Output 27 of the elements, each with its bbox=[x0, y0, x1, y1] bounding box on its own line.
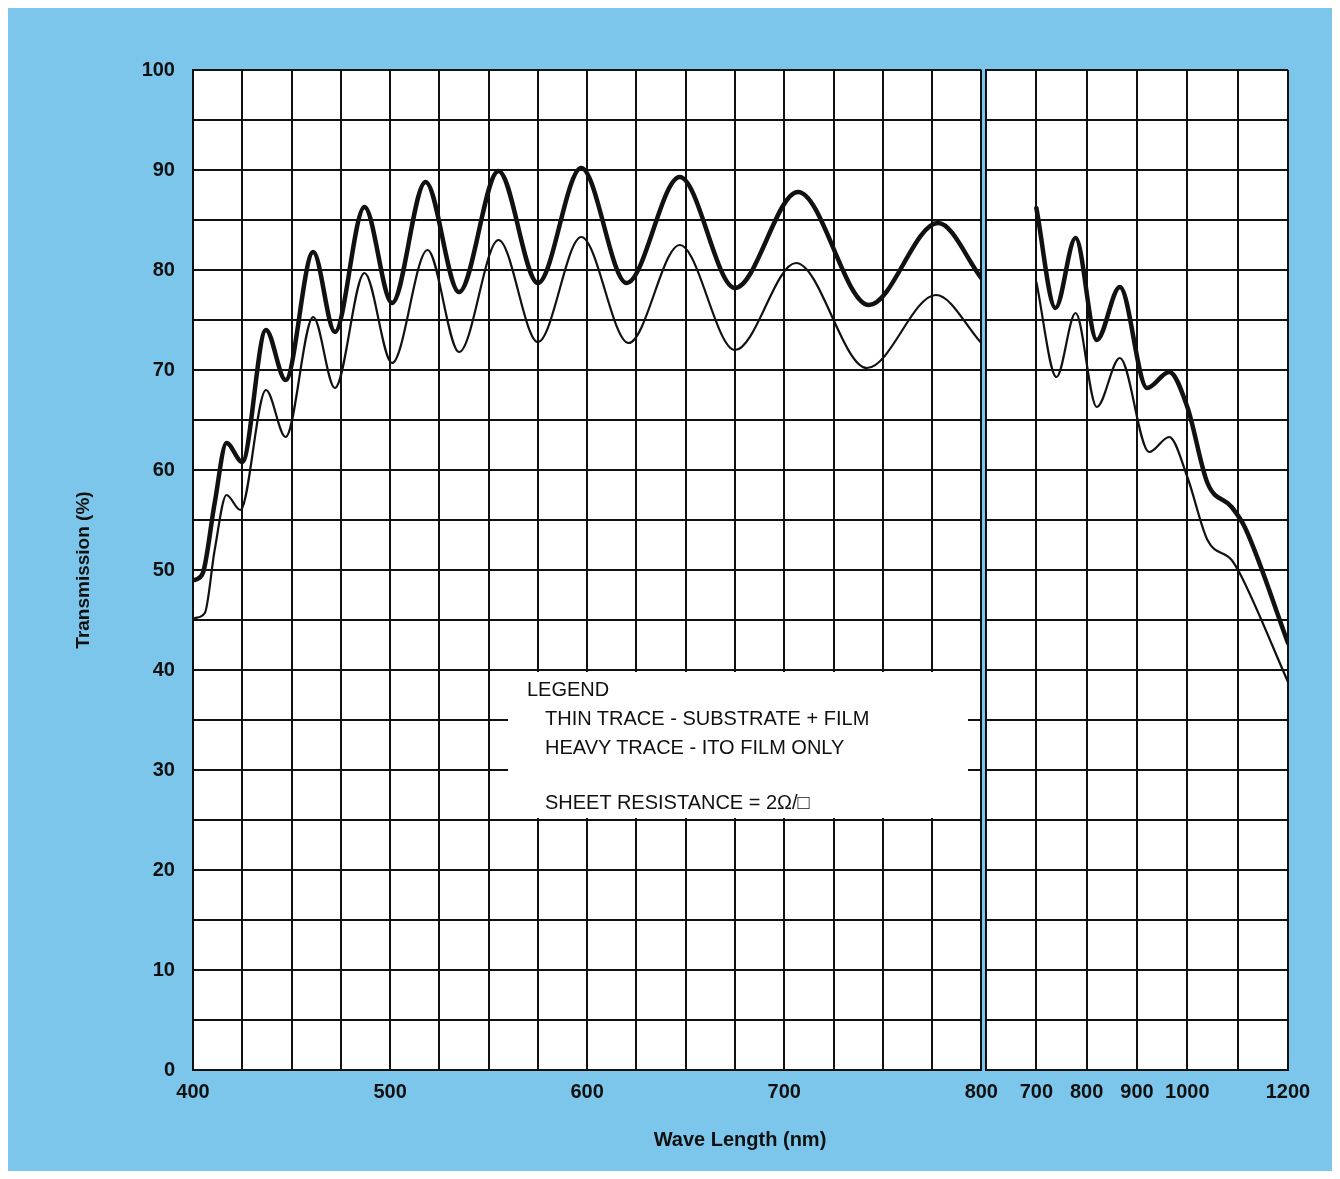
x-tick-label: 700 bbox=[767, 1079, 801, 1102]
y-tick-label: 90 bbox=[152, 157, 175, 180]
x-tick-label: 800 bbox=[1069, 1079, 1104, 1102]
x-tick-label: 1200 bbox=[1265, 1079, 1311, 1102]
y-tick-label: 40 bbox=[152, 657, 175, 680]
y-tick-label: 30 bbox=[152, 757, 175, 780]
y-tick-label: 50 bbox=[152, 557, 175, 580]
x-tick-label: 700 bbox=[1019, 1079, 1054, 1102]
y-tick-label: 0 bbox=[163, 1057, 175, 1080]
x-tick-label: 400 bbox=[176, 1079, 210, 1102]
x-axis-title: Wave Length (nm) bbox=[652, 1128, 828, 1151]
annotation: SHEET RESISTANCE = 2Ω/□ bbox=[545, 791, 810, 814]
x-tick-label: 800 bbox=[964, 1079, 998, 1102]
y-tick-label: 80 bbox=[152, 257, 175, 280]
x-tick-label: 900 bbox=[1120, 1079, 1154, 1102]
y-tick-label: 10 bbox=[152, 957, 175, 980]
y-tick-label: 100 bbox=[141, 57, 175, 80]
annotation: HEAVY TRACE - ITO FILM ONLY bbox=[545, 736, 845, 759]
x-tick-label: 600 bbox=[570, 1079, 604, 1102]
y-tick-label: 70 bbox=[152, 357, 175, 380]
y-tick-label: 20 bbox=[152, 857, 175, 880]
y-tick-label: 60 bbox=[152, 457, 175, 480]
annotation: THIN TRACE - SUBSTRATE + FILM bbox=[545, 707, 870, 730]
y-axis-title: Transmission (%) bbox=[71, 491, 93, 649]
x-tick-label: 1000 bbox=[1165, 1079, 1210, 1102]
x-tick-label: 500 bbox=[373, 1079, 407, 1102]
annotation: LEGEND bbox=[527, 678, 610, 701]
